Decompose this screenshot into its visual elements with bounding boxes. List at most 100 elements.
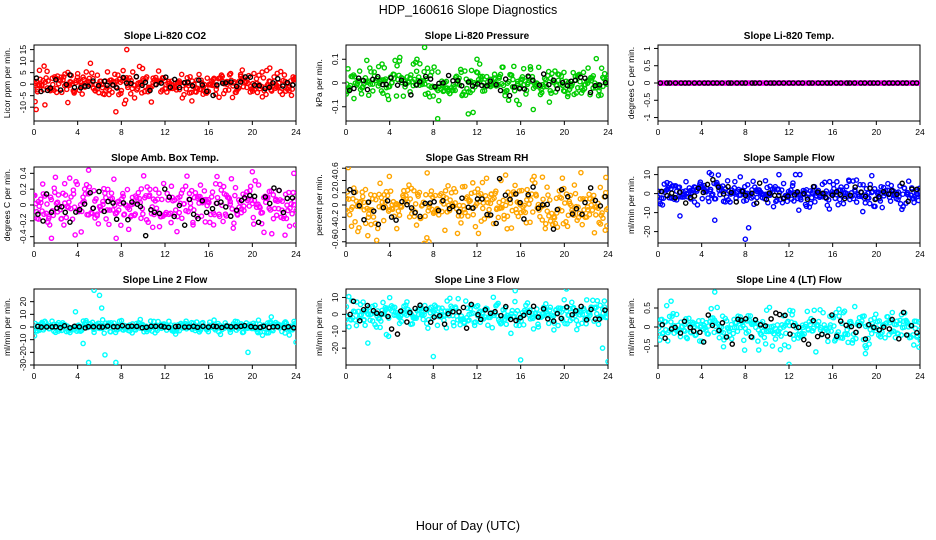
outlier-point	[365, 340, 371, 346]
data-point	[89, 210, 95, 217]
highlight-point	[76, 206, 83, 213]
highlight-point	[148, 207, 154, 213]
data-point	[191, 207, 197, 213]
data-point	[125, 226, 132, 233]
highlight-point	[139, 82, 145, 89]
y-tick-label: 5	[18, 70, 28, 75]
highlight-point	[804, 196, 811, 203]
data-point	[386, 294, 393, 301]
data-point	[544, 184, 550, 190]
highlight-point	[478, 82, 485, 89]
data-point	[270, 215, 277, 222]
outlier-point	[245, 349, 251, 356]
highlight-point	[210, 323, 217, 329]
highlight-point	[583, 317, 590, 323]
data-point	[370, 214, 377, 220]
highlight-point	[81, 201, 88, 207]
highlight-point	[388, 326, 395, 332]
highlight-point	[479, 196, 485, 202]
data-point	[263, 91, 269, 98]
highlight-point	[791, 192, 798, 198]
data-point	[914, 332, 920, 339]
data-point	[101, 330, 107, 336]
highlight-point	[848, 323, 855, 330]
plot-frame	[657, 166, 921, 244]
data-point	[447, 295, 453, 302]
data-point	[197, 193, 203, 200]
highlight-point	[383, 81, 390, 88]
data-point	[715, 172, 722, 178]
highlight-point	[48, 209, 55, 216]
data-point	[286, 189, 292, 196]
data-point	[508, 330, 514, 337]
data-point	[78, 229, 85, 235]
data-point	[539, 217, 546, 223]
highlight-point	[776, 311, 783, 318]
y-tick-label: 0	[330, 312, 340, 317]
highlight-point	[151, 209, 158, 216]
data-point	[252, 177, 258, 184]
y-tick-label: -5	[18, 92, 28, 100]
data-point	[577, 78, 583, 85]
highlight-point	[572, 77, 579, 84]
data-point	[815, 318, 822, 325]
data-point	[839, 335, 846, 342]
highlight-point	[569, 311, 575, 318]
data-point	[211, 317, 217, 323]
highlight-point	[695, 185, 702, 192]
data-point	[535, 324, 542, 330]
data-point	[821, 179, 828, 186]
data-point	[577, 312, 583, 318]
data-point	[39, 181, 46, 187]
highlight-point	[441, 321, 448, 327]
data-point	[267, 319, 274, 325]
data-point	[691, 199, 698, 205]
data-point	[552, 68, 558, 74]
y-tick-label: 15	[18, 45, 28, 55]
data-point	[512, 298, 518, 305]
highlight-point	[280, 83, 286, 89]
data-point	[504, 225, 510, 232]
data-point	[470, 109, 476, 116]
data-point	[485, 199, 491, 206]
data-point	[45, 78, 51, 84]
highlight-point	[810, 317, 817, 324]
highlight-point	[596, 82, 603, 88]
outlier-point	[465, 111, 472, 117]
highlight-point	[190, 211, 197, 218]
highlight-point	[404, 201, 410, 208]
highlight-point	[502, 76, 509, 82]
data-point	[255, 182, 262, 188]
data-point	[362, 322, 368, 329]
data-point	[807, 321, 814, 328]
data-point	[481, 216, 488, 222]
highlight-point	[748, 334, 755, 340]
data-point	[115, 72, 121, 78]
highlight-point	[347, 311, 353, 318]
highlight-point	[767, 80, 774, 86]
data-point	[109, 89, 115, 96]
highlight-point	[95, 82, 102, 89]
data-point	[527, 64, 534, 70]
data-point	[359, 193, 366, 200]
highlight-point	[785, 193, 791, 199]
data-point	[598, 65, 605, 71]
highlight-point	[856, 322, 863, 329]
data-point	[434, 322, 441, 329]
x-tick-label: 12	[784, 127, 794, 137]
data-point	[491, 195, 497, 201]
outlier-point	[42, 102, 48, 108]
data-point	[205, 196, 212, 203]
data-point	[429, 69, 435, 75]
highlight-point	[200, 323, 206, 330]
y-tick-label: -10	[642, 206, 652, 219]
highlight-point	[525, 191, 531, 198]
points-layer	[34, 46, 296, 115]
data-point	[673, 311, 680, 318]
highlight-point	[365, 199, 372, 205]
data-point	[745, 328, 752, 335]
highlight-point	[889, 316, 895, 323]
highlight-point	[284, 79, 291, 86]
highlight-point	[96, 188, 102, 195]
data-point	[510, 76, 516, 83]
